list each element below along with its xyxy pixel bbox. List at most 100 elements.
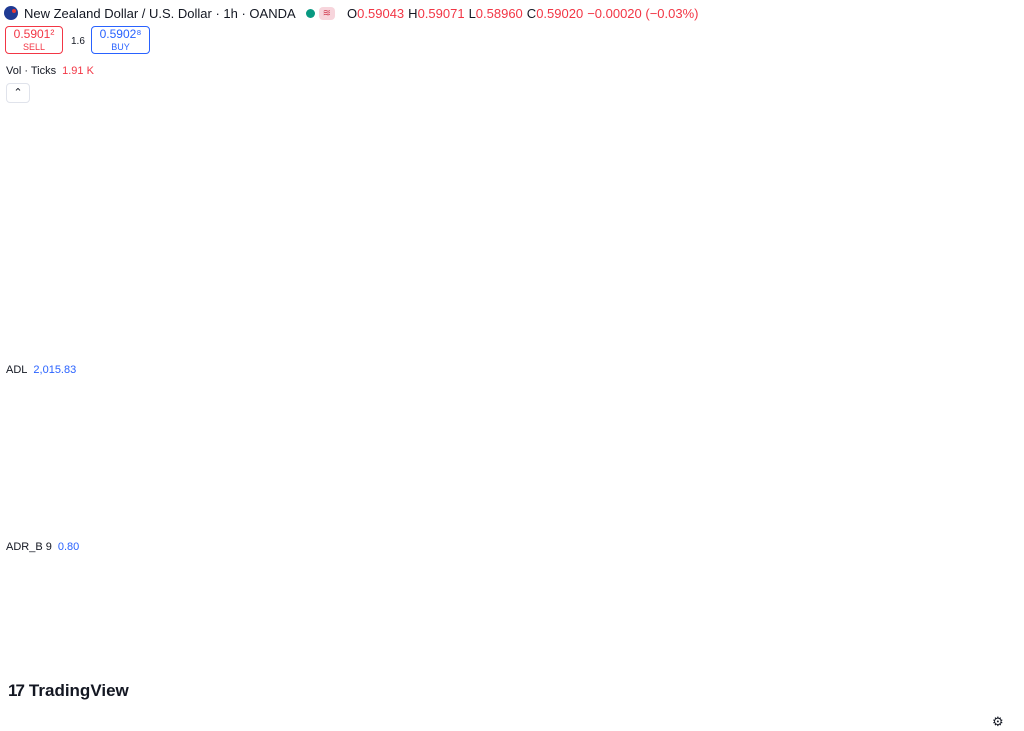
volume-bar [150,342,152,350]
volume-bar [879,341,881,350]
candle-body [945,165,947,172]
volume-bar [111,346,113,350]
volume-bar [828,332,830,350]
volume-bar [478,339,481,350]
volume-bar [262,344,265,350]
candle-body [148,228,151,232]
candle-body [238,273,241,282]
volume-bar [124,339,127,350]
candle-body [787,126,790,134]
candle-body [735,137,737,142]
adrb-legend[interactable]: ADR_B 9 0.80 [6,541,79,553]
volume-bar [310,344,313,350]
volume-pane[interactable] [0,270,962,350]
adrb-pane[interactable] [0,539,965,692]
volume-bar [568,343,571,350]
candle-body [145,230,148,233]
symbol-title[interactable]: New Zealand Dollar / U.S. Dollar · 1h · … [24,5,296,21]
adl-pane[interactable] [0,367,963,515]
candle-body [933,157,935,168]
volume-bar [384,343,386,350]
candle-body [778,141,781,150]
volume-badge: 1.91K [970,339,1022,353]
volume-bar [907,345,910,350]
candle-body [363,299,365,305]
chevron-up-icon[interactable]: ⌃ [6,83,30,103]
candle-body [949,176,952,180]
volume-bar [766,344,769,350]
candle-body [507,60,509,61]
volume-bar [790,342,793,350]
time-axis[interactable]: 1 16 19 24 2026 7 12 15 20 23 Feb 5 10 13 18 23 Mar 5 10 [0,715,934,727]
volume-bar [829,339,832,350]
candle-body [580,117,583,119]
volume-bar [892,336,895,350]
candle-body [325,286,328,288]
adl-legend[interactable]: ADL 2,015.83 [6,364,76,376]
adl-badge-bg [970,455,1022,470]
volume-bar [378,341,380,350]
volume-bar [571,342,574,350]
volume-bar [769,341,772,350]
time-tick-label: 10 [617,715,629,727]
candle-body [7,245,10,248]
volume-bar [711,338,713,350]
candle-body [241,269,244,271]
volume-bar [358,346,361,350]
candle-body [612,84,614,91]
volume-bar [303,340,305,350]
volume-bar [84,341,86,350]
volume-bar [519,334,521,350]
candle-body [837,142,839,144]
candle-body [547,95,550,97]
volume-legend[interactable]: Vol · Ticks 1.91 K [6,65,94,77]
candle-body [723,118,725,127]
volume-bar [507,338,509,350]
candle-body [526,77,529,84]
time-tick-label: 16 [38,715,50,727]
candle-body [844,156,847,167]
candle-body [954,179,956,181]
volume-bar [315,339,317,350]
candle-body [252,266,254,268]
candle-body [52,271,55,273]
candle-body [931,167,934,171]
candle-body [567,94,569,96]
candle-body [283,291,286,294]
volume-bar [121,288,124,350]
volume-bar [406,347,409,350]
ohlc-value: 0.59020 [536,5,584,21]
candle-body [372,291,374,295]
data-feed-pill[interactable]: ≋ [318,6,336,20]
candle-body [688,80,691,82]
candle-body [484,104,487,106]
candle-body [585,132,587,139]
candle-body [601,116,604,122]
candle-body [288,296,290,298]
candle-body [717,113,719,115]
volume-bar [952,341,955,350]
volume-bar [3,343,5,350]
price-tick-label: 0.58000 [975,257,1015,269]
candle-body [379,279,382,285]
candle-body [832,131,835,134]
candle-body [120,263,122,269]
volume-bar [838,344,841,350]
price-pane[interactable] [0,53,965,316]
volume-bar [697,338,700,350]
gear-icon[interactable]: ⚙ [992,714,1004,729]
volume-bar [693,336,695,350]
buy-button[interactable]: 0.5902⁸ BUY [91,26,150,54]
sell-button[interactable]: 0.5901² SELL [5,26,63,54]
volume-bar [270,346,272,350]
volume-bar [324,342,326,350]
volume-bar [462,345,464,350]
candle-body [903,203,905,206]
volume-bar [189,343,191,350]
candle-body [459,160,461,166]
volume-bar [21,344,23,350]
volume-bar [363,341,365,350]
price-axis[interactable]: 0.61000 0.60500 0.60000 0.59500 0.58500 0.580… [970,35,1022,707]
market-status-icon[interactable] [305,8,315,18]
